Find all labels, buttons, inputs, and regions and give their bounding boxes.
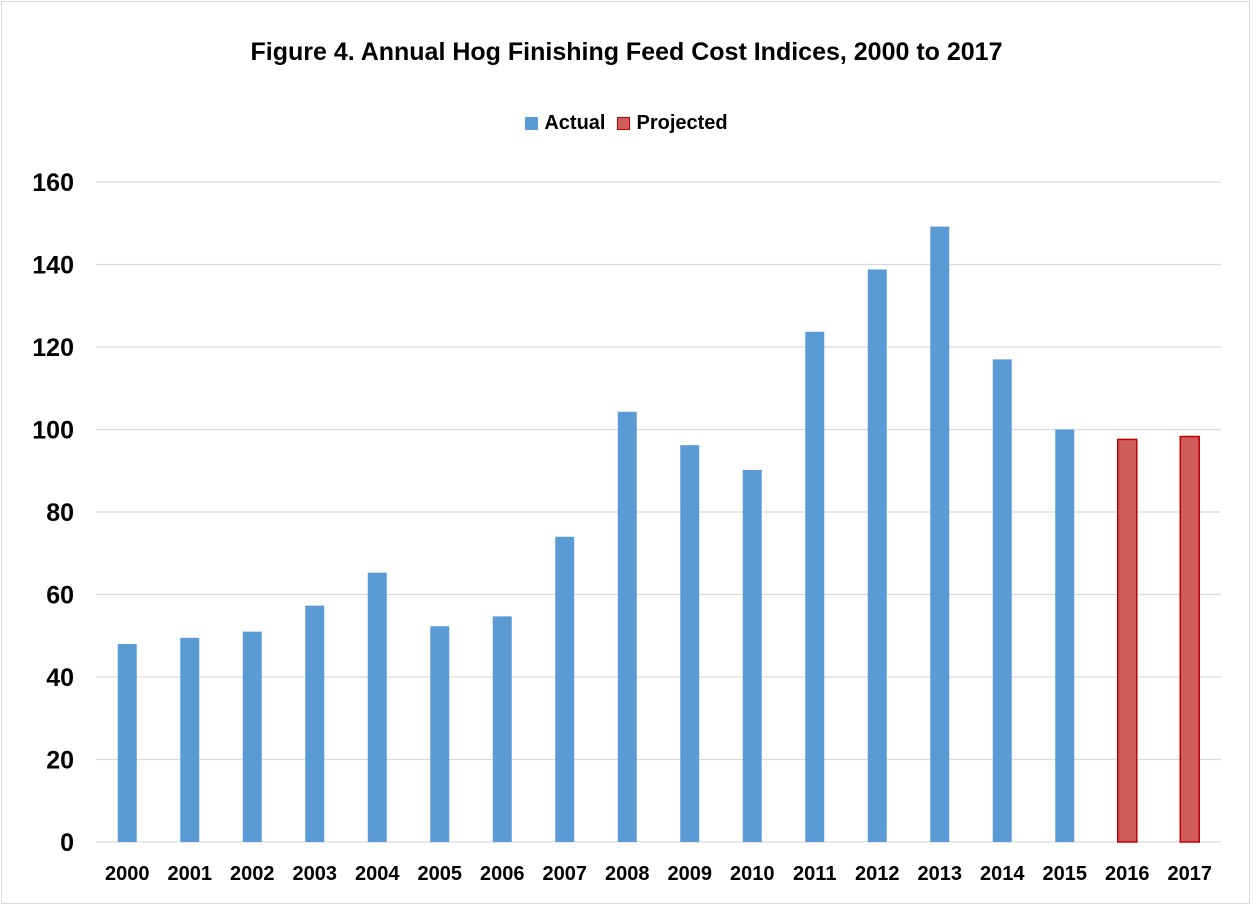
bar-actual-2006 — [492, 616, 512, 842]
x-tick-label: 2003 — [293, 863, 338, 885]
x-tick-label: 2017 — [1168, 863, 1213, 885]
x-tick-label: 2010 — [730, 863, 775, 885]
x-tick-label: 2008 — [605, 863, 650, 885]
y-tick-label: 120 — [32, 334, 74, 362]
y-tick-label: 40 — [46, 664, 74, 692]
bar-actual-2012 — [867, 269, 887, 842]
bar-actual-2004 — [367, 572, 387, 842]
legend-swatch-projected — [617, 117, 631, 130]
x-tick-label: 2013 — [918, 863, 963, 885]
legend-label-projected: Projected — [636, 112, 728, 134]
x-tick-label: 2000 — [105, 863, 150, 885]
y-tick-label: 0 — [60, 829, 74, 857]
bar-actual-2007 — [555, 536, 575, 842]
bar-actual-2001 — [180, 637, 200, 842]
bar-actual-2013 — [930, 226, 950, 843]
bar-actual-2003 — [305, 605, 325, 842]
legend: Actual Projected — [0, 112, 1253, 135]
legend-swatch-actual — [525, 117, 539, 130]
x-tick-label: 2009 — [668, 863, 713, 885]
x-tick-label: 2014 — [980, 863, 1025, 885]
bar-actual-2011 — [805, 331, 825, 842]
bar-actual-2005 — [430, 626, 450, 842]
x-tick-label: 2012 — [855, 863, 900, 885]
x-tick-label: 2016 — [1105, 863, 1150, 885]
y-tick-label: 20 — [46, 747, 74, 775]
bar-actual-2008 — [617, 411, 637, 842]
bar-projected-2016 — [1117, 438, 1138, 843]
bar-projected-2017 — [1179, 435, 1200, 843]
chart-title: Figure 4. Annual Hog Finishing Feed Cost… — [250, 38, 1003, 66]
y-tick-label: 140 — [32, 252, 74, 280]
bar-actual-2010 — [742, 469, 762, 842]
y-tick-label: 160 — [32, 169, 74, 197]
x-tick-label: 2011 — [793, 863, 836, 885]
x-tick-label: 2015 — [1043, 863, 1088, 885]
bar-actual-2009 — [680, 445, 700, 842]
x-tick-label: 2006 — [480, 863, 525, 885]
legend-item-projected: Projected — [617, 112, 728, 135]
x-tick-label: 2007 — [543, 863, 588, 885]
bar-actual-2014 — [992, 359, 1012, 842]
bar-actual-2002 — [242, 631, 262, 842]
legend-item-actual: Actual — [525, 112, 605, 135]
y-tick-label: 80 — [46, 499, 74, 527]
x-tick-label: 2001 — [168, 863, 213, 885]
y-tick-label: 60 — [46, 582, 74, 610]
bar-actual-2015 — [1055, 429, 1075, 842]
legend-label-actual: Actual — [544, 112, 606, 134]
x-tick-label: 2004 — [355, 863, 400, 885]
bar-actual-2000 — [117, 644, 137, 842]
y-tick-label: 100 — [32, 417, 74, 445]
x-tick-label: 2005 — [418, 863, 463, 885]
x-tick-label: 2002 — [230, 863, 275, 885]
